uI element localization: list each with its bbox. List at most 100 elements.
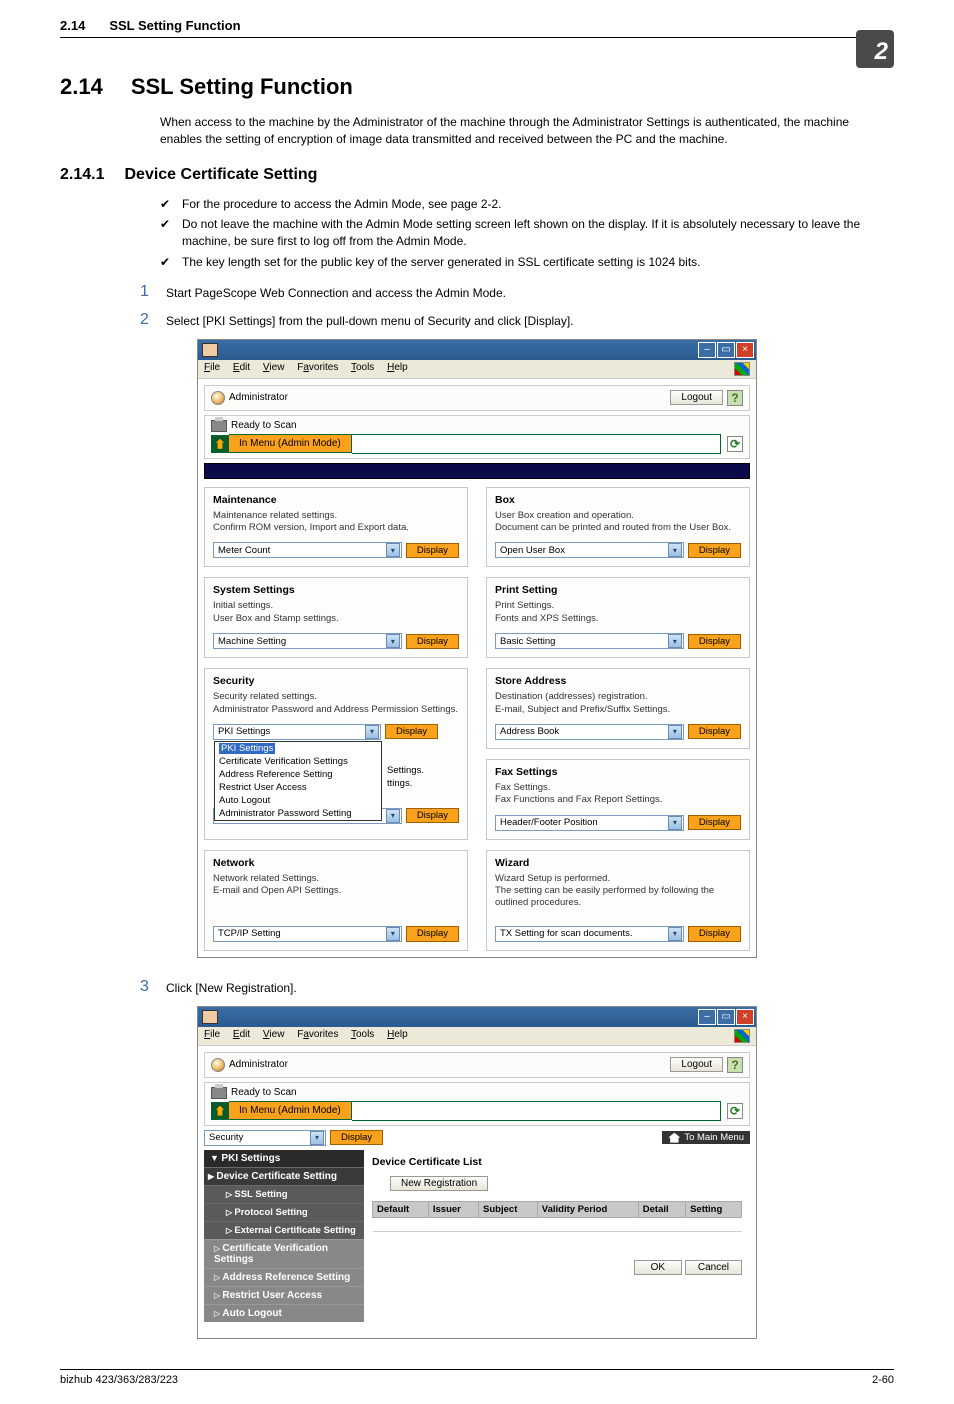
dropdown-item[interactable]: Administrator Password Setting bbox=[215, 807, 381, 820]
minimize-button[interactable]: – bbox=[698, 342, 716, 358]
ie-icon bbox=[202, 343, 218, 357]
dropdown-item[interactable]: Certificate Verification Settings bbox=[215, 755, 381, 768]
chevron-down-icon: ▾ bbox=[310, 1131, 324, 1145]
wizard-select[interactable]: TX Setting for scan documents.▾ bbox=[495, 926, 684, 942]
main-heading: 2.14SSL Setting Function bbox=[60, 74, 894, 100]
menu-view[interactable]: View bbox=[263, 1029, 285, 1040]
nav-cert-verification[interactable]: Certificate Verification Settings bbox=[204, 1239, 364, 1268]
close-button[interactable]: × bbox=[736, 342, 754, 358]
col-setting: Setting bbox=[686, 1201, 742, 1217]
panel-title: Network bbox=[213, 857, 459, 869]
display-button[interactable]: Display bbox=[406, 543, 459, 558]
display-button[interactable]: Display bbox=[688, 634, 741, 649]
screenshot-pki-settings: – ▭ × File Edit View Favorites Tools Hel… bbox=[197, 1006, 757, 1339]
maint-select[interactable]: Meter Count▾ bbox=[213, 542, 402, 558]
print-select[interactable]: Basic Setting▾ bbox=[495, 633, 684, 649]
category-row: Security▾ Display To Main Menu bbox=[204, 1130, 750, 1146]
minimize-button[interactable]: – bbox=[698, 1009, 716, 1025]
display-button[interactable]: Display bbox=[406, 926, 459, 942]
chapter-number: 2 bbox=[875, 38, 888, 66]
menu-edit[interactable]: Edit bbox=[233, 1029, 250, 1040]
dropdown-item[interactable]: Address Reference Setting bbox=[215, 768, 381, 781]
col-issuer: Issuer bbox=[428, 1201, 478, 1217]
cancel-button[interactable]: Cancel bbox=[685, 1260, 742, 1275]
nav-restrict-user[interactable]: Restrict User Access bbox=[204, 1286, 364, 1304]
menu-file[interactable]: FFileile bbox=[204, 362, 220, 373]
refresh-icon[interactable]: ⟳ bbox=[727, 1103, 743, 1119]
new-registration-button[interactable]: New Registration bbox=[390, 1176, 488, 1191]
panel-title: Wizard bbox=[495, 857, 741, 869]
ok-button[interactable]: OK bbox=[634, 1260, 682, 1275]
dropdown-item[interactable]: Auto Logout bbox=[215, 794, 381, 807]
menu-view[interactable]: View bbox=[263, 362, 285, 373]
display-button[interactable]: Display bbox=[406, 634, 459, 649]
display-button[interactable]: Display bbox=[688, 724, 741, 739]
close-button[interactable]: × bbox=[736, 1009, 754, 1025]
logout-button[interactable]: Logout bbox=[670, 1057, 723, 1072]
security-select[interactable]: PKI Settings▾ PKI Settings Certificate V… bbox=[213, 724, 381, 740]
steps-list-cont: 3Click [New Registration]. bbox=[140, 978, 894, 996]
nav-external-cert[interactable]: External Certificate Setting bbox=[204, 1221, 364, 1239]
chevron-down-icon: ▾ bbox=[668, 725, 682, 739]
logout-button[interactable]: Logout bbox=[670, 390, 723, 405]
menu-help[interactable]: Help bbox=[387, 1029, 408, 1040]
nav-auto-logout[interactable]: Auto Logout bbox=[204, 1304, 364, 1322]
footer-page: 2-60 bbox=[872, 1374, 894, 1386]
chapter-badge: 2 bbox=[856, 30, 894, 68]
menu-edit[interactable]: Edit bbox=[233, 362, 250, 373]
nav-protocol-setting[interactable]: Protocol Setting bbox=[204, 1203, 364, 1221]
category-select[interactable]: Security▾ bbox=[204, 1130, 326, 1146]
header-rule bbox=[60, 37, 894, 38]
panel-desc: Wizard Setup is performed. The setting c… bbox=[495, 873, 741, 910]
display-button[interactable]: Display bbox=[688, 926, 741, 942]
admin-bar: Administrator Logout ? bbox=[204, 1052, 750, 1078]
display-button[interactable]: Display bbox=[330, 1130, 383, 1145]
panel-title: Box bbox=[495, 494, 741, 506]
nav-head-pki[interactable]: PKI Settings bbox=[204, 1150, 364, 1167]
printer-icon bbox=[211, 1087, 227, 1099]
panel-title: Store Address bbox=[495, 675, 741, 687]
header-section-title: SSL Setting Function bbox=[109, 18, 240, 33]
menu-help[interactable]: Help bbox=[387, 362, 408, 373]
ie-flag-icon bbox=[734, 362, 750, 376]
display-button[interactable]: Display bbox=[385, 724, 438, 739]
display-button[interactable]: Display bbox=[688, 815, 741, 830]
panel-title: Print Setting bbox=[495, 584, 741, 596]
refresh-icon[interactable]: ⟳ bbox=[727, 436, 743, 452]
menu-tools[interactable]: Tools bbox=[351, 362, 374, 373]
check-item-3: The key length set for the public key of… bbox=[182, 254, 701, 271]
printer-icon bbox=[211, 420, 227, 432]
right-col-stack: Store Address Destination (addresses) re… bbox=[486, 668, 750, 839]
menu-file[interactable]: File bbox=[204, 1029, 220, 1040]
help-icon[interactable]: ? bbox=[727, 390, 743, 406]
fax-select[interactable]: Header/Footer Position▾ bbox=[495, 815, 684, 831]
display-button[interactable]: Display bbox=[406, 808, 459, 823]
menu-favorites[interactable]: Favorites bbox=[297, 1029, 338, 1040]
menu-tools[interactable]: Tools bbox=[351, 1029, 374, 1040]
maximize-button[interactable]: ▭ bbox=[717, 1009, 735, 1025]
step-1-text: Start PageScope Web Connection and acces… bbox=[166, 283, 506, 301]
maximize-button[interactable]: ▭ bbox=[717, 342, 735, 358]
dropdown-item[interactable]: Restrict User Access bbox=[215, 781, 381, 794]
mode-label: In Menu (Admin Mode) bbox=[229, 1101, 352, 1120]
panel-title: Fax Settings bbox=[495, 766, 741, 778]
display-button[interactable]: Display bbox=[688, 543, 741, 558]
store-select[interactable]: Address Book▾ bbox=[495, 724, 684, 740]
main-heading-text: SSL Setting Function bbox=[131, 74, 353, 99]
panel-maintenance: Maintenance Maintenance related settings… bbox=[204, 487, 468, 568]
network-select[interactable]: TCP/IP Setting▾ bbox=[213, 926, 402, 942]
nav-device-cert[interactable]: Device Certificate Setting bbox=[204, 1167, 364, 1185]
panel-desc: Network related Settings. E-mail and Ope… bbox=[213, 873, 459, 898]
ready-label: Ready to Scan bbox=[231, 420, 297, 431]
mode-icon bbox=[211, 1102, 229, 1120]
help-icon[interactable]: ? bbox=[727, 1057, 743, 1073]
menu-favorites[interactable]: Favorites bbox=[297, 362, 338, 373]
admin-icon bbox=[211, 1058, 225, 1072]
box-select[interactable]: Open User Box▾ bbox=[495, 542, 684, 558]
system-select[interactable]: Machine Setting▾ bbox=[213, 633, 402, 649]
browser-menubar: File Edit View Favorites Tools Help bbox=[198, 1027, 756, 1046]
to-main-menu-button[interactable]: To Main Menu bbox=[662, 1131, 750, 1144]
nav-address-reference[interactable]: Address Reference Setting bbox=[204, 1268, 364, 1286]
nav-ssl-setting[interactable]: SSL Setting bbox=[204, 1185, 364, 1203]
dropdown-item[interactable]: PKI Settings bbox=[215, 742, 381, 755]
